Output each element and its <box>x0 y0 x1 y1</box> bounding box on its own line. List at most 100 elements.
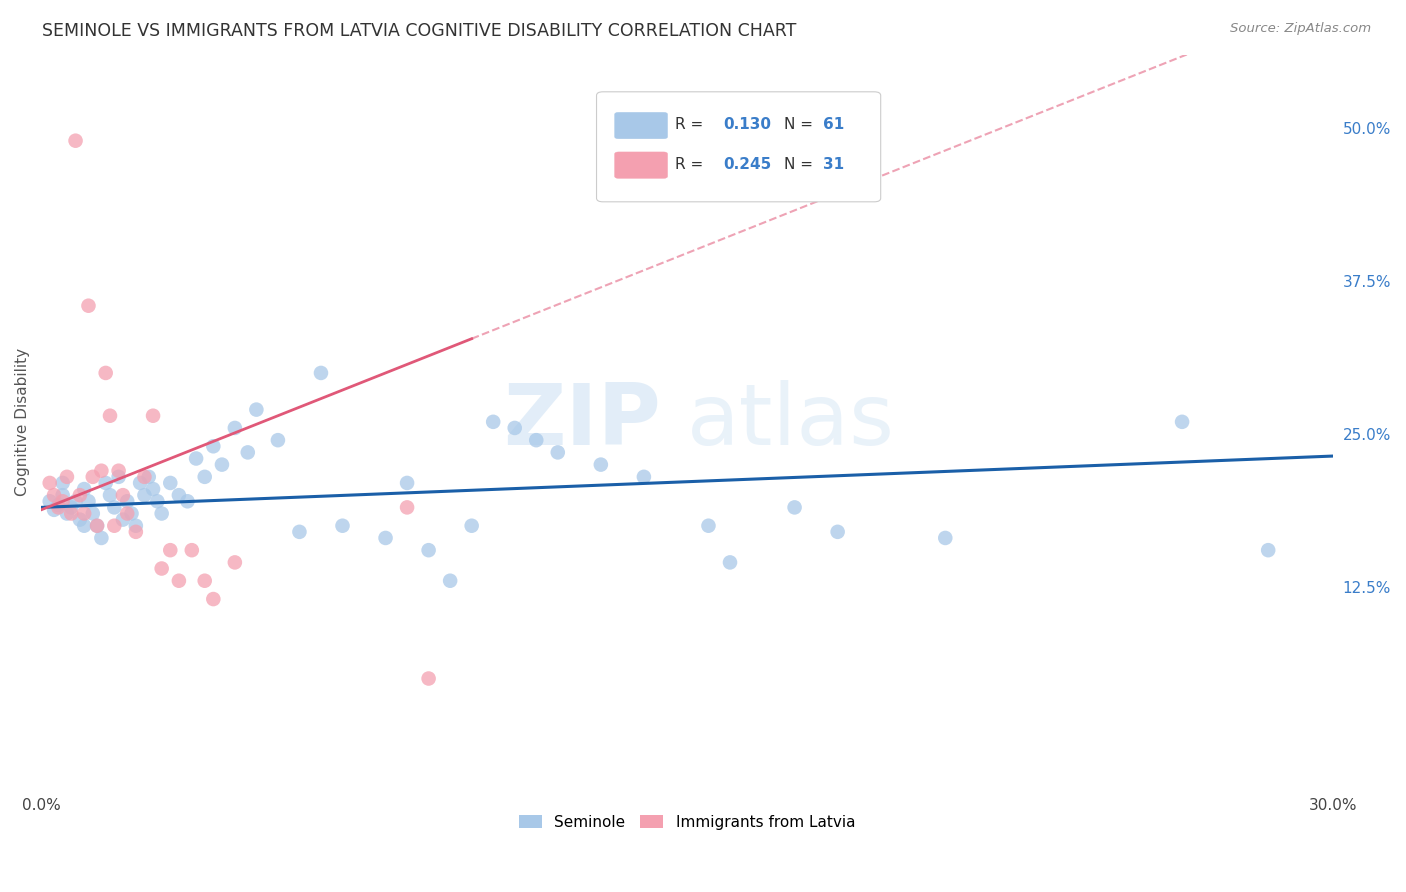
Point <box>103 518 125 533</box>
Point <box>98 488 121 502</box>
Point <box>46 498 69 512</box>
Point <box>460 518 482 533</box>
Text: N =: N = <box>783 157 813 172</box>
Point <box>56 507 79 521</box>
Point <box>1257 543 1279 558</box>
Point <box>503 421 526 435</box>
Point <box>167 488 190 502</box>
Point <box>783 500 806 515</box>
Point <box>633 470 655 484</box>
Point <box>138 470 160 484</box>
FancyBboxPatch shape <box>614 112 668 139</box>
Text: SEMINOLE VS IMMIGRANTS FROM LATVIA COGNITIVE DISABILITY CORRELATION CHART: SEMINOLE VS IMMIGRANTS FROM LATVIA COGNI… <box>42 22 797 40</box>
Point <box>86 518 108 533</box>
Point <box>52 494 75 508</box>
Point <box>224 555 246 569</box>
Point <box>718 555 741 569</box>
Point <box>159 475 181 490</box>
Point <box>267 433 290 447</box>
FancyBboxPatch shape <box>614 152 668 178</box>
Point <box>374 531 396 545</box>
Point <box>159 543 181 558</box>
Point <box>309 366 332 380</box>
Legend: Seminole, Immigrants from Latvia: Seminole, Immigrants from Latvia <box>513 809 860 836</box>
Point <box>184 451 207 466</box>
Point <box>547 445 569 459</box>
Point <box>142 409 165 423</box>
Point <box>77 494 100 508</box>
Point <box>111 513 134 527</box>
Point <box>134 488 156 502</box>
Point <box>73 507 96 521</box>
Text: ZIP: ZIP <box>503 380 661 463</box>
Point <box>332 518 354 533</box>
Point <box>167 574 190 588</box>
Point <box>94 475 117 490</box>
Point <box>202 592 225 607</box>
Point <box>90 464 112 478</box>
Point <box>142 482 165 496</box>
Point <box>396 475 419 490</box>
Point <box>211 458 233 472</box>
FancyBboxPatch shape <box>596 92 880 202</box>
Point <box>180 543 202 558</box>
Y-axis label: Cognitive Disability: Cognitive Disability <box>15 348 30 496</box>
Point <box>236 445 259 459</box>
Point <box>42 488 65 502</box>
Point <box>65 494 87 508</box>
Point <box>107 470 129 484</box>
Point <box>121 507 143 521</box>
Point <box>111 488 134 502</box>
Point <box>52 475 75 490</box>
Point <box>107 464 129 478</box>
Point <box>524 433 547 447</box>
Point <box>245 402 267 417</box>
Point <box>38 494 60 508</box>
Point <box>934 531 956 545</box>
Point <box>194 470 217 484</box>
Point <box>176 494 198 508</box>
Point <box>150 561 173 575</box>
Point <box>115 494 138 508</box>
Point <box>115 507 138 521</box>
Point <box>60 507 83 521</box>
Point <box>73 518 96 533</box>
Point <box>146 494 169 508</box>
Point <box>69 513 91 527</box>
Point <box>52 488 75 502</box>
Point <box>86 518 108 533</box>
Point <box>1171 415 1194 429</box>
Point <box>82 507 104 521</box>
Point <box>65 134 87 148</box>
Point <box>77 299 100 313</box>
Point <box>482 415 505 429</box>
Text: atlas: atlas <box>688 380 896 463</box>
Point <box>73 482 96 496</box>
Text: N =: N = <box>783 118 813 132</box>
Point <box>69 488 91 502</box>
Point <box>439 574 461 588</box>
Point <box>194 574 217 588</box>
Point <box>90 531 112 545</box>
Text: R =: R = <box>675 157 703 172</box>
Point <box>827 524 849 539</box>
Point <box>288 524 311 539</box>
Point <box>56 470 79 484</box>
Point <box>697 518 720 533</box>
Point <box>150 507 173 521</box>
Point <box>125 518 148 533</box>
Text: 61: 61 <box>823 118 844 132</box>
Point <box>38 475 60 490</box>
Point <box>202 439 225 453</box>
Point <box>98 409 121 423</box>
Text: 0.130: 0.130 <box>723 118 770 132</box>
Text: Source: ZipAtlas.com: Source: ZipAtlas.com <box>1230 22 1371 36</box>
Point <box>103 500 125 515</box>
Point <box>82 470 104 484</box>
Point <box>589 458 612 472</box>
Point <box>94 366 117 380</box>
Point <box>418 543 440 558</box>
Point <box>60 500 83 515</box>
Point <box>125 524 148 539</box>
Text: R =: R = <box>675 118 703 132</box>
